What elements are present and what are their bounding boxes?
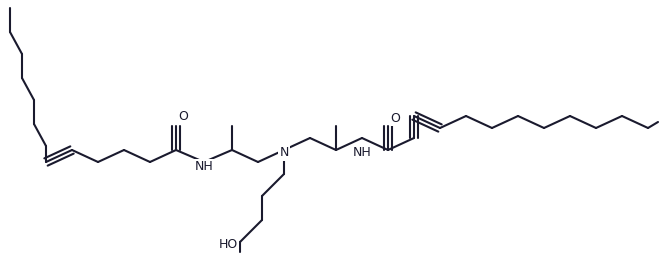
Text: O: O bbox=[178, 110, 188, 123]
Text: NH: NH bbox=[195, 160, 213, 174]
Text: O: O bbox=[390, 112, 400, 125]
Text: NH: NH bbox=[353, 147, 371, 159]
Text: N: N bbox=[279, 147, 288, 159]
Text: HO: HO bbox=[218, 237, 237, 251]
